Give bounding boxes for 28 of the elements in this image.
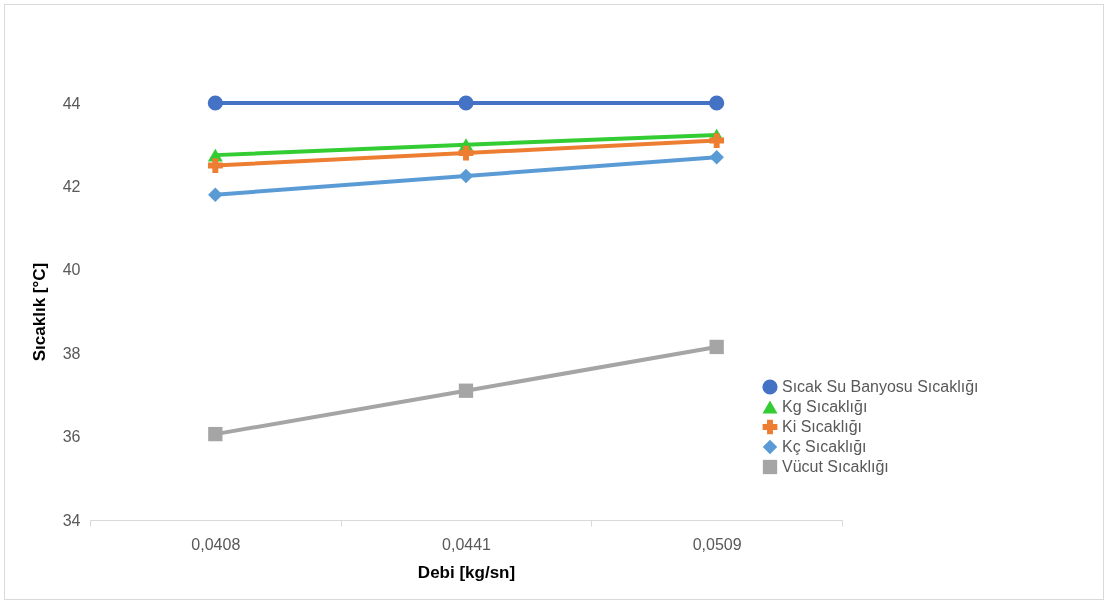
point: [458, 168, 474, 184]
legend-label: Vücut Sıcaklığı: [782, 458, 889, 475]
point: [709, 149, 724, 165]
point: [458, 145, 474, 161]
point: [458, 95, 474, 111]
x-tick-label: 0,0408: [191, 535, 241, 553]
x-tick-label: 0,0441: [442, 535, 492, 553]
point: [208, 426, 223, 442]
point: [207, 95, 223, 111]
y-tick-label: 36: [62, 428, 81, 446]
x-tick-label: 0,0509: [692, 535, 742, 553]
y-tick-label: 42: [62, 177, 81, 195]
y-tick-label: 38: [62, 344, 81, 362]
y-axis-title: Sıcaklık [°C]: [29, 262, 49, 362]
y-tick-label: 34: [62, 511, 81, 529]
point: [458, 383, 474, 398]
legend-label: Kg Sıcaklığı: [782, 398, 868, 415]
legend-label: Kç Sıcaklığı: [782, 438, 867, 455]
legend-label: Ki Sıcaklığı: [782, 418, 863, 435]
y-tick-label: 40: [62, 261, 81, 279]
point: [208, 187, 223, 203]
point: [709, 339, 724, 355]
point: [709, 133, 725, 148]
x-axis-title: Debi [kg/sn]: [417, 562, 516, 582]
y-tick-label: 44: [62, 94, 81, 112]
legend-label: Sıcak Su Banyosu Sıcaklığı: [782, 378, 979, 395]
point: [709, 95, 725, 111]
point: [207, 158, 223, 173]
